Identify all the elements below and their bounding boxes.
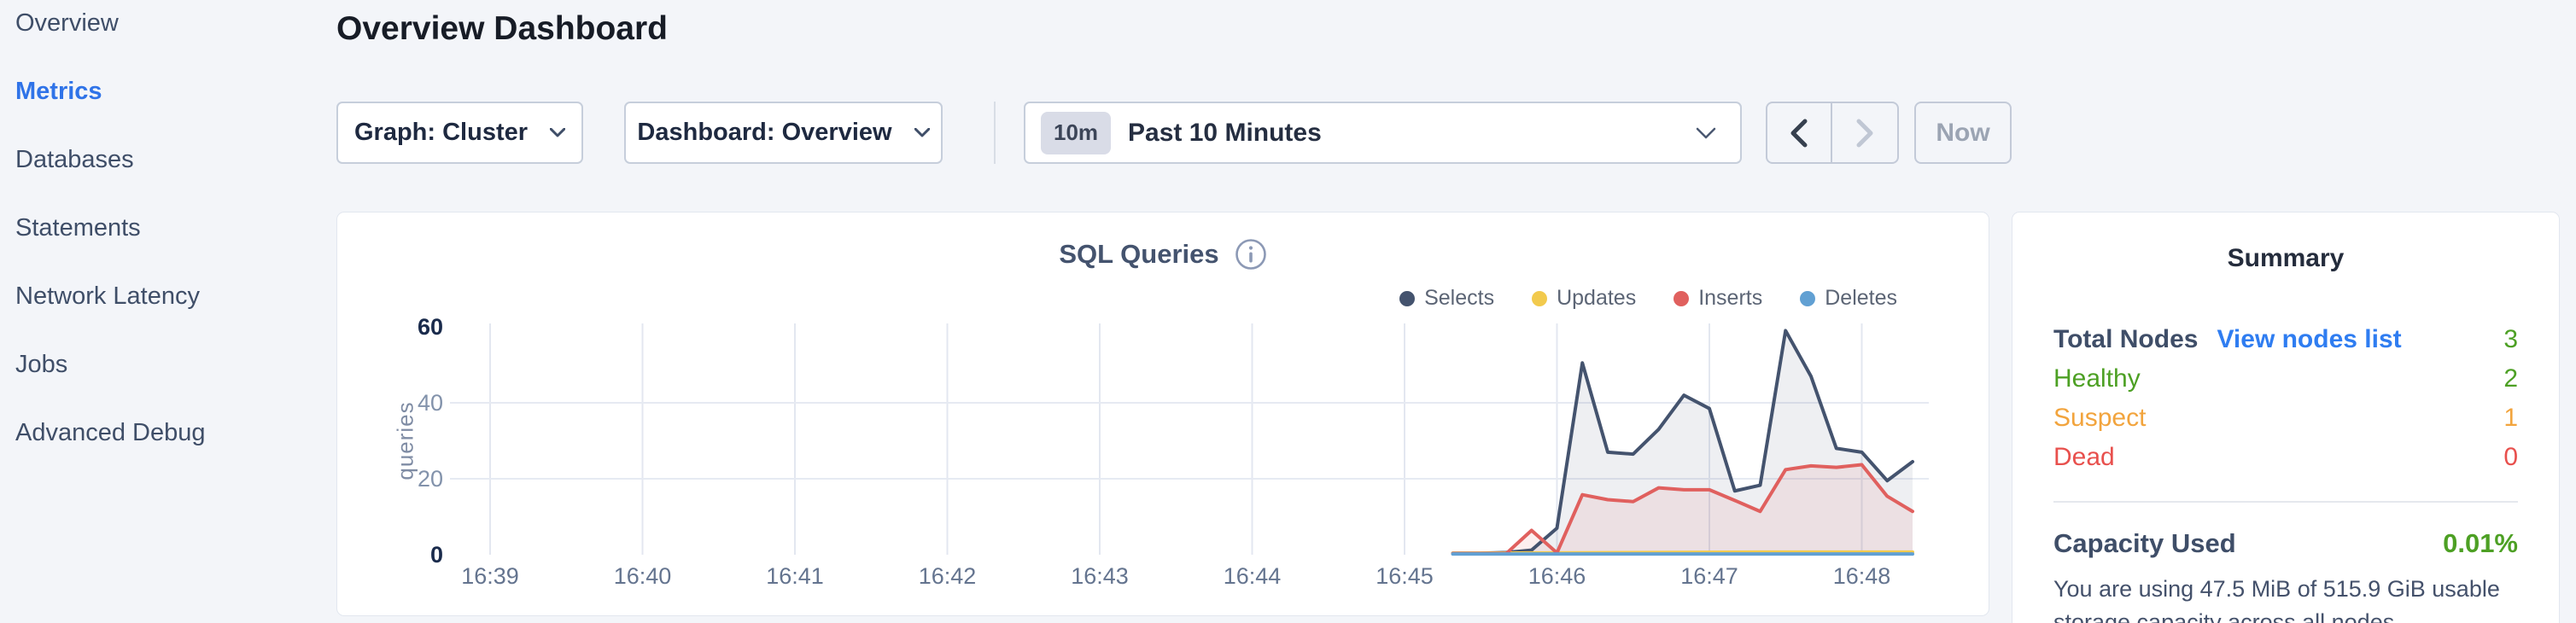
legend-dot (1800, 290, 1816, 306)
y-axis-tick-label: 60 (417, 314, 443, 340)
sidebar-item-statements[interactable]: Statements (15, 214, 141, 242)
y-axis-tick-label: 40 (417, 390, 443, 416)
x-axis-tick-label: 16:42 (918, 563, 977, 589)
sidebar-nav-list: Overview Metrics Databases Statements Networ… (0, 0, 316, 467)
legend-item-deletes[interactable]: Deletes (1800, 286, 1897, 311)
summary-row-label: Dead (2053, 443, 2115, 471)
view-nodes-list-link[interactable]: View nodes list (2217, 325, 2402, 353)
dashboard-dropdown-label: Dashboard: Overview (637, 119, 892, 146)
toolbar-divider (994, 102, 996, 164)
sql-queries-plot (450, 323, 1929, 556)
summary-title: Summary (2227, 244, 2345, 272)
summary-row-label: Total Nodes (2053, 325, 2199, 353)
summary-row-healthy: Healthy 2 (2053, 364, 2518, 395)
y-axis-tick-label: 0 (429, 542, 443, 568)
summary-divider (2053, 501, 2518, 503)
summary-row-value: 3 (2503, 325, 2518, 353)
chevron-down-icon (914, 128, 930, 137)
summary-row-label: Suspect (2053, 404, 2147, 432)
chart-title-row: SQL Queries (337, 238, 1989, 271)
time-range-label: Past 10 Minutes (1128, 118, 1322, 147)
sql-queries-chart-card: SQL Queries Selects Updates Inserts Deletes… (336, 212, 1989, 616)
legend-label: Inserts (1698, 286, 1763, 310)
legend-label: Selects (1424, 286, 1495, 310)
time-step-buttons (1766, 102, 1899, 164)
legend-item-updates[interactable]: Updates (1532, 286, 1636, 311)
now-button[interactable]: Now (1914, 102, 2012, 164)
x-axis-tick-label: 16:45 (1376, 563, 1434, 589)
sidebar: Overview Metrics Databases Statements Networ… (0, 0, 316, 623)
x-axis-tick-label: 16:40 (613, 563, 672, 589)
legend-label: Updates (1557, 286, 1637, 310)
chevron-down-icon (550, 128, 566, 137)
x-axis-tick-label: 16:44 (1223, 563, 1282, 589)
summary-rows: Total Nodes View nodes list 3 Healthy 2 Suspe… (2053, 325, 2518, 474)
x-axis-tick-label: 16:41 (766, 563, 824, 589)
graph-dropdown[interactable]: Graph: Cluster (336, 102, 583, 164)
sidebar-item-databases[interactable]: Databases (15, 146, 134, 173)
x-axis-tick-label: 16:46 (1527, 563, 1586, 589)
time-range-badge: 10m (1041, 111, 1112, 154)
time-step-forward-button[interactable] (1832, 103, 1897, 162)
chart-title: SQL Queries (1059, 239, 1219, 269)
summary-row-value: 1 (2503, 404, 2518, 432)
legend-dot (1674, 290, 1690, 306)
summary-row-value: 2 (2503, 364, 2518, 393)
info-icon[interactable] (1235, 238, 1267, 271)
sidebar-item-network-latency[interactable]: Network Latency (15, 282, 200, 310)
chart-legend: Selects Updates Inserts Deletes (1399, 286, 1897, 311)
legend-item-inserts[interactable]: Inserts (1674, 286, 1762, 311)
legend-dot (1532, 290, 1548, 306)
sidebar-item-advanced-debug[interactable]: Advanced Debug (15, 419, 206, 446)
sidebar-item-jobs[interactable]: Jobs (15, 351, 68, 378)
capacity-description: You are using 47.5 MiB of 515.9 GiB usab… (2053, 576, 2500, 623)
capacity-row: Capacity Used 0.01% (2053, 528, 2518, 559)
graph-dropdown-label: Graph: Cluster (353, 119, 529, 146)
chevron-right-icon (1856, 119, 1873, 147)
chevron-left-icon (1790, 119, 1808, 147)
summary-row-label: Healthy (2053, 364, 2141, 393)
x-axis-tick-label: 16:48 (1832, 563, 1891, 589)
legend-label: Deletes (1825, 286, 1897, 310)
capacity-value: 0.01% (2443, 528, 2518, 558)
sidebar-item-overview[interactable]: Overview (15, 9, 119, 37)
y-axis-tick-label: 20 (417, 466, 443, 492)
x-axis-tick-label: 16:43 (1071, 563, 1129, 589)
sidebar-item-metrics[interactable]: Metrics (15, 78, 102, 105)
summary-row-total-nodes: Total Nodes View nodes list 3 (2053, 325, 2518, 356)
x-axis-tick-label: 16:47 (1680, 563, 1738, 589)
summary-row-suspect: Suspect 1 (2053, 404, 2518, 434)
time-step-back-button[interactable] (1767, 103, 1832, 162)
summary-panel: Summary Total Nodes View nodes list 3 Healt… (2012, 212, 2560, 623)
chevron-down-icon (1696, 127, 1716, 138)
x-axis-tick-label: 16:39 (461, 563, 519, 589)
page-title: Overview Dashboard (336, 10, 668, 47)
summary-row-dead: Dead 0 (2053, 443, 2518, 474)
dashboard-dropdown[interactable]: Dashboard: Overview (624, 102, 943, 164)
capacity-label: Capacity Used (2053, 528, 2236, 558)
legend-item-selects[interactable]: Selects (1399, 286, 1494, 311)
time-range-dropdown[interactable]: 10m Past 10 Minutes (1024, 102, 1742, 164)
legend-dot (1399, 290, 1416, 306)
summary-row-value: 0 (2503, 443, 2518, 471)
